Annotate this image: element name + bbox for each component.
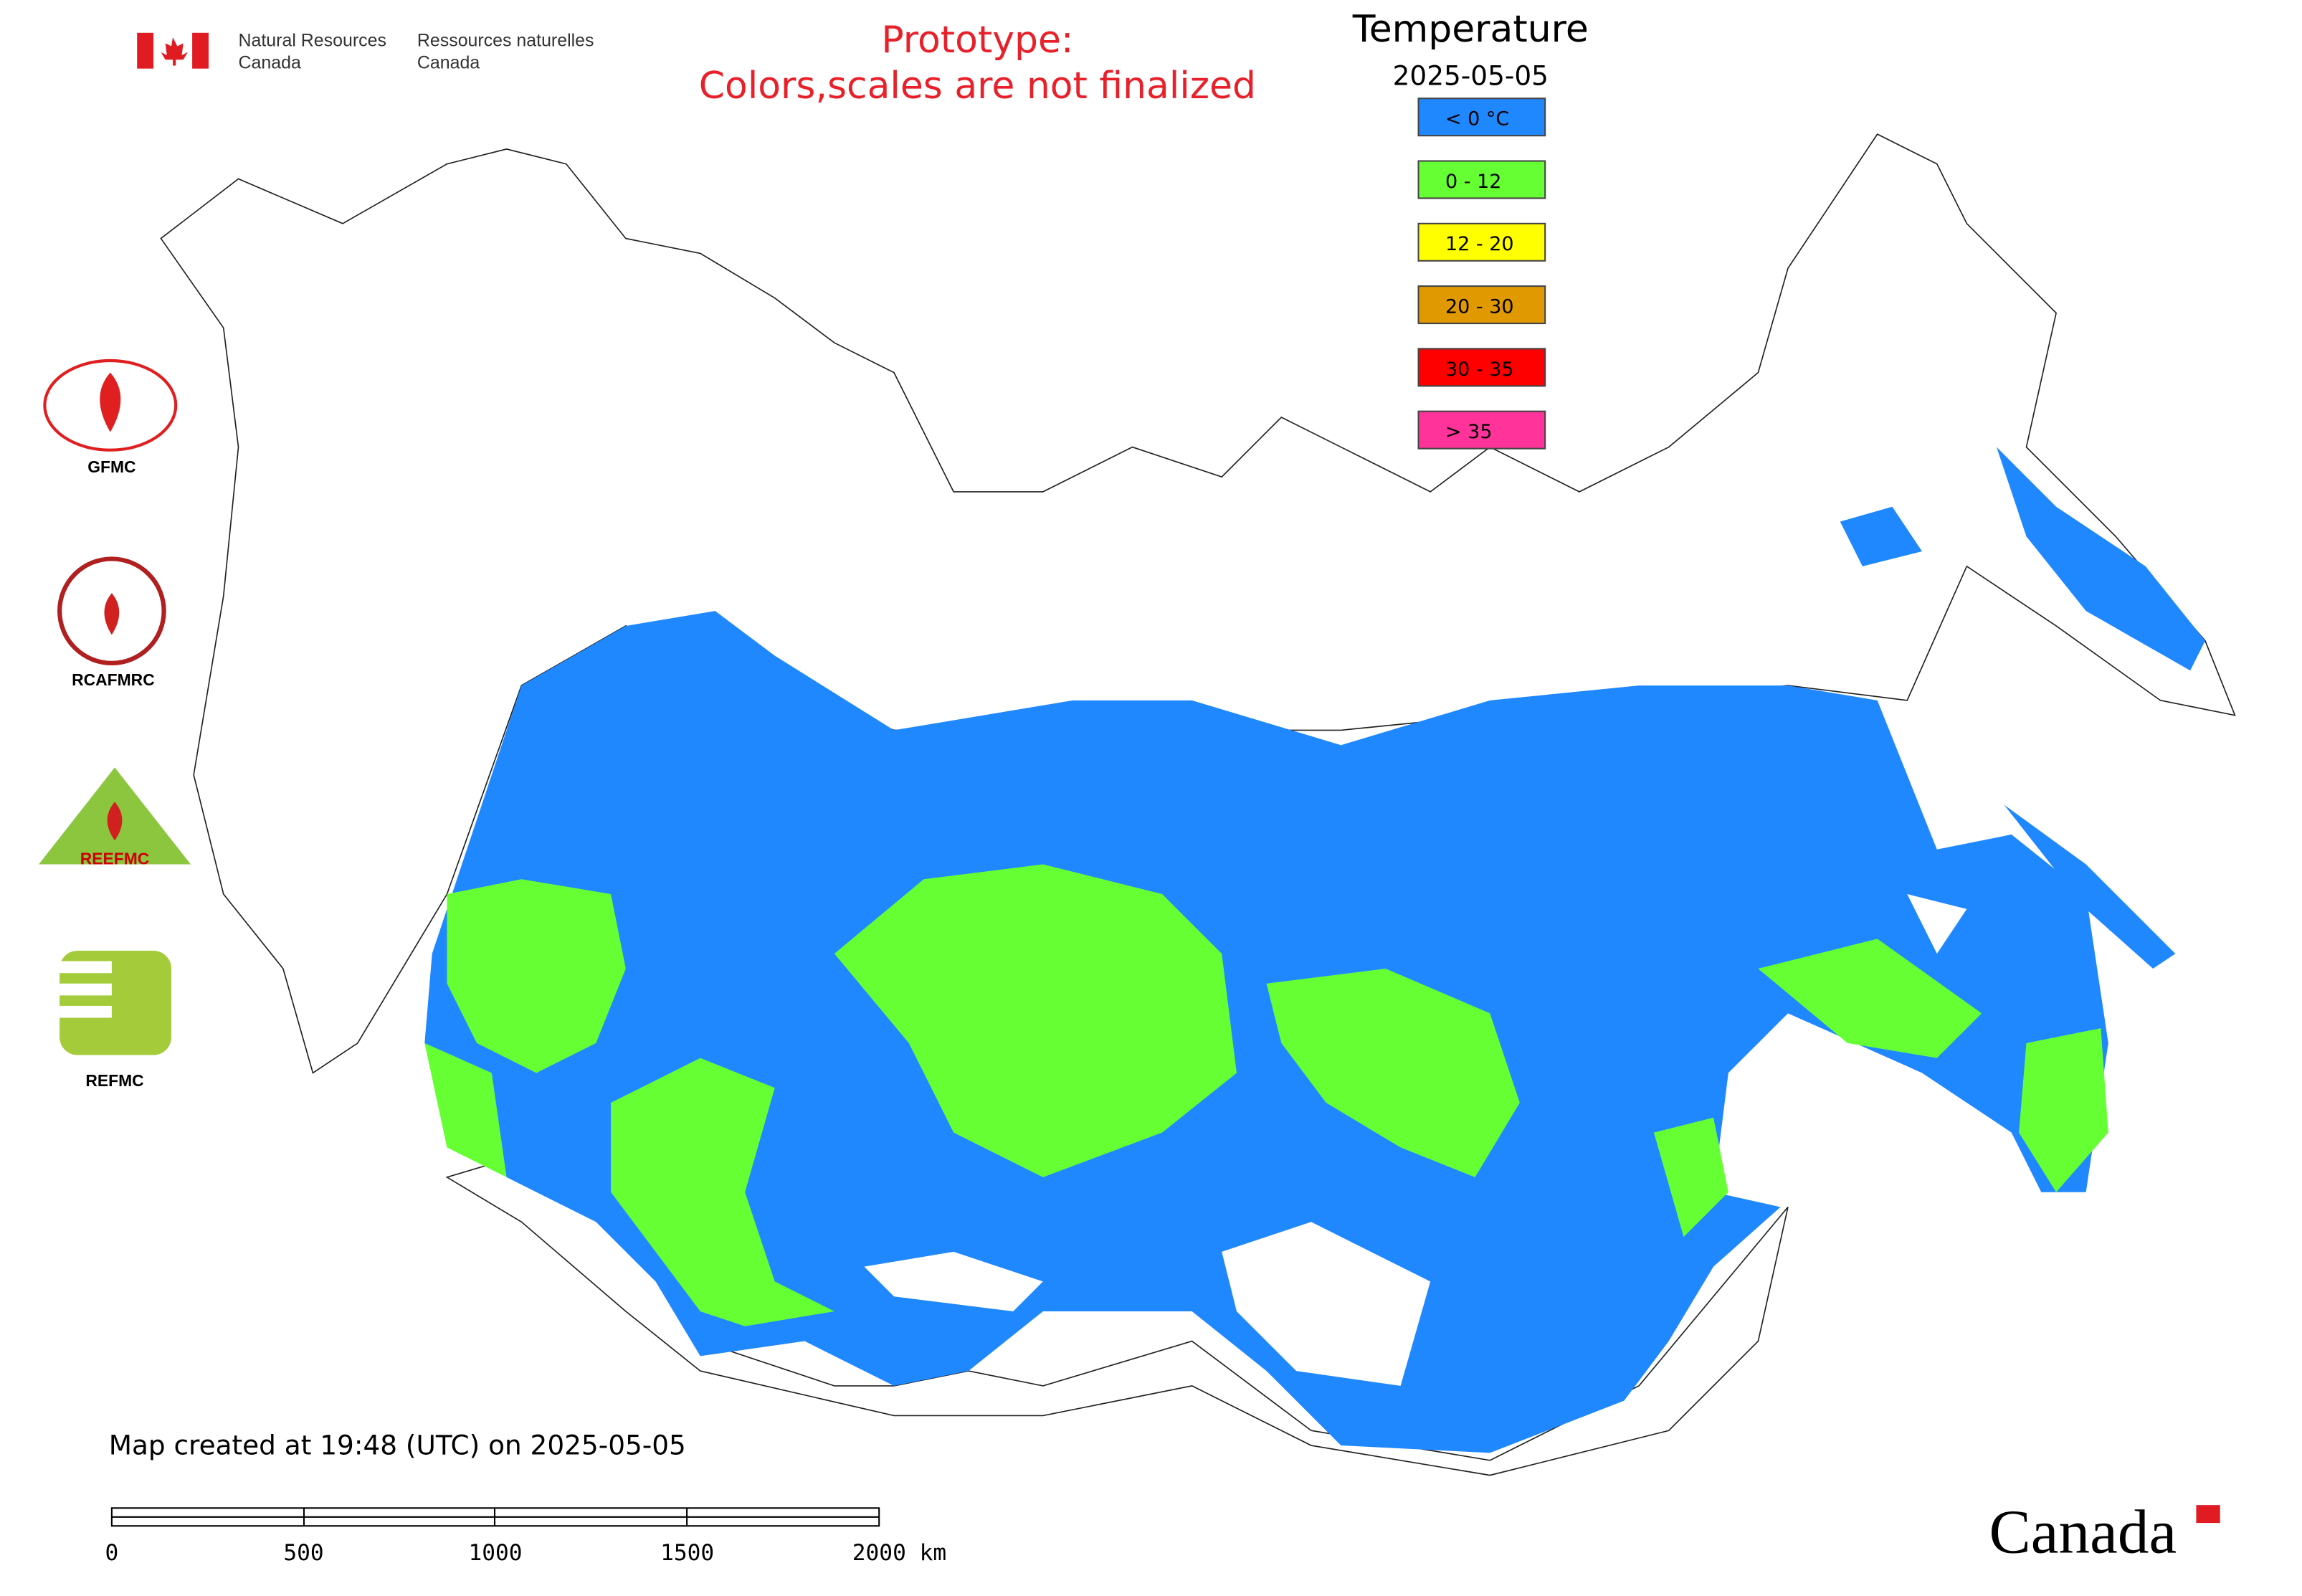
temp-region xyxy=(447,879,626,1073)
scale-labels: 0 500 1000 1500 2000 km xyxy=(105,1540,946,1566)
temp-region xyxy=(1653,1117,1728,1238)
temp-region xyxy=(2019,1028,2108,1192)
scale-label: 0 xyxy=(105,1540,118,1566)
temperature-field xyxy=(424,447,2205,1453)
scale-label: 500 xyxy=(283,1540,323,1566)
nrcan-signature: Natural Resources Canada Ressources natu… xyxy=(137,30,594,73)
logo-label: GFMC xyxy=(87,457,135,476)
temp-region xyxy=(424,611,2108,1453)
temp-region xyxy=(1758,939,1982,1058)
legend-title: Temperature xyxy=(1352,8,1589,51)
notice: Colors,scales are not finalized xyxy=(699,65,1256,108)
scale-label: 1500 xyxy=(660,1540,714,1566)
legend-swatch xyxy=(1417,410,1546,450)
temp-region xyxy=(1266,968,1520,1177)
logo-label: REEFMC xyxy=(80,849,150,868)
logo-label: RCAFMRC xyxy=(72,670,155,689)
notice: Prototype: xyxy=(881,19,1073,62)
canada-wordmark: Canada xyxy=(1989,1497,2177,1567)
wordmark-flag xyxy=(2196,1505,2220,1524)
legend-swatch xyxy=(1417,348,1546,387)
created-note: Map created at 19:48 (UTC) on 2025-05-05 xyxy=(109,1429,686,1460)
scale-bar xyxy=(110,1507,880,1527)
legend: < 0 °C 0 - 12 12 - 20 20 - 30 30 - 35 > 35 xyxy=(1417,98,1546,450)
scale-label: 2000 km xyxy=(852,1540,946,1566)
legend-swatch xyxy=(1417,285,1546,325)
logo-gfmc: GFMC xyxy=(43,358,178,476)
logo-reefmc: REEFMC xyxy=(39,767,191,868)
logo-label: REFMC xyxy=(85,1071,143,1090)
logo-rcafmrc: RCAFMRC xyxy=(57,556,166,689)
temp-region xyxy=(424,1042,507,1177)
legend-swatch xyxy=(1417,222,1546,262)
base-map xyxy=(160,133,2236,1476)
legend-label: 12 - 20 xyxy=(1445,233,1514,255)
scale-label: 1000 xyxy=(469,1540,523,1566)
logo-refmc: REFMC xyxy=(60,951,172,1090)
legend-swatch xyxy=(1417,98,1546,137)
legend-label: 30 - 35 xyxy=(1445,358,1514,381)
temp-region xyxy=(2004,804,2176,969)
temp-region xyxy=(1840,506,1923,566)
legend-swatch xyxy=(1417,160,1546,199)
org-fr: Ressources naturelles xyxy=(417,30,594,50)
org-en: Canada xyxy=(239,53,301,73)
legend-label: 20 - 30 xyxy=(1445,296,1514,318)
legend-label: < 0 °C xyxy=(1445,108,1509,130)
legend-date: 2025-05-05 xyxy=(1393,60,1549,92)
temp-region xyxy=(834,864,1237,1177)
org-fr: Canada xyxy=(417,53,480,73)
org-en: Natural Resources xyxy=(239,30,386,50)
legend-label: > 35 xyxy=(1445,421,1493,443)
temp-region xyxy=(611,1058,834,1326)
temp-region xyxy=(1996,447,2205,671)
legend-label: 0 - 12 xyxy=(1445,171,1501,193)
